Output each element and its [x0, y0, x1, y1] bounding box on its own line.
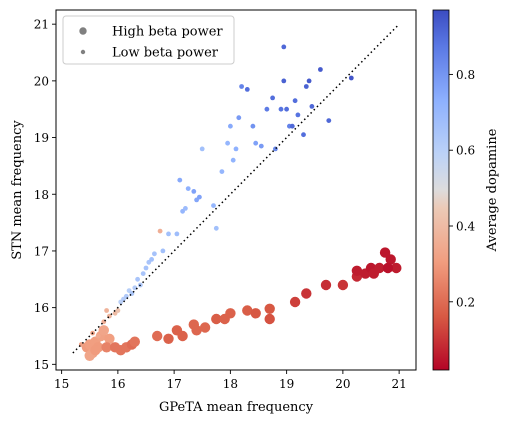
low-beta-point — [175, 232, 180, 237]
y-axis: 15 16 17 18 19 20 21 — [34, 18, 56, 372]
low-beta-point — [96, 334, 101, 339]
colorbar-tick-label: 0.4 — [456, 220, 475, 234]
high-beta-point — [130, 337, 140, 347]
low-beta-point — [239, 84, 244, 89]
colorbar-tick-label: 0.6 — [456, 144, 475, 158]
low-beta-point — [290, 124, 295, 129]
low-beta-point — [220, 169, 225, 174]
x-tick-label: 18 — [223, 377, 238, 391]
low-beta-point — [161, 249, 166, 254]
low-beta-point — [236, 115, 241, 120]
low-beta-point — [326, 118, 331, 123]
low-beta-point — [135, 277, 140, 282]
legend-marker-high — [79, 27, 86, 34]
high-beta-point — [290, 297, 300, 307]
low-beta-point — [144, 266, 149, 271]
x-tick-label: 19 — [279, 377, 294, 391]
high-beta-point — [383, 263, 393, 273]
y-tick-label: 16 — [34, 301, 49, 315]
low-beta-point — [191, 189, 196, 194]
low-beta-point — [279, 107, 284, 112]
low-beta-point — [265, 107, 270, 112]
legend-label-high: High beta power — [112, 25, 223, 40]
low-beta-point — [251, 124, 256, 129]
low-beta-point — [186, 186, 191, 191]
low-beta-point — [310, 104, 315, 109]
high-beta-point — [177, 331, 187, 341]
y-tick-label: 18 — [34, 188, 49, 202]
legend-marker-low — [81, 50, 85, 54]
low-beta-point — [349, 76, 354, 81]
low-beta-point — [318, 67, 323, 72]
low-beta-point — [296, 113, 301, 118]
colorbar-gradient — [433, 10, 449, 370]
low-beta-point — [211, 203, 216, 208]
y-tick-label: 21 — [34, 18, 49, 32]
low-beta-point — [228, 124, 233, 129]
low-beta-point — [281, 45, 286, 50]
low-beta-point — [284, 107, 289, 112]
low-beta-point — [259, 144, 264, 149]
low-beta-point — [245, 87, 250, 92]
low-beta-point — [273, 147, 278, 152]
low-beta-point — [183, 206, 188, 211]
data-points — [79, 45, 402, 361]
high-beta-point — [321, 280, 331, 290]
x-tick-label: 15 — [54, 377, 69, 391]
high-beta-point — [163, 334, 173, 344]
high-beta-point — [265, 304, 275, 314]
y-tick-label: 17 — [34, 244, 49, 258]
low-beta-point — [197, 195, 202, 200]
low-beta-point — [116, 308, 121, 313]
low-beta-point — [304, 84, 309, 89]
low-beta-point — [293, 98, 298, 103]
high-beta-point — [265, 314, 275, 324]
colorbar: 0.2 0.4 0.6 0.8 Average dopamine — [433, 10, 500, 370]
colorbar-tick-label: 0.8 — [456, 68, 475, 82]
x-tick-label: 20 — [335, 377, 350, 391]
low-beta-point — [149, 257, 154, 262]
high-beta-point — [251, 308, 261, 318]
low-beta-point — [141, 271, 146, 276]
high-beta-point — [99, 325, 109, 335]
low-beta-point — [225, 141, 230, 146]
high-beta-point — [200, 322, 210, 332]
y-tick-label: 20 — [34, 74, 49, 88]
low-beta-point — [301, 132, 306, 137]
y-axis-label: STN mean frequency — [10, 120, 25, 260]
legend-label-low: Low beta power — [112, 46, 219, 61]
x-tick-label: 16 — [110, 377, 125, 391]
x-tick-label: 21 — [391, 377, 406, 391]
x-axis: 15 16 17 18 19 20 21 — [54, 370, 407, 391]
low-beta-point — [214, 226, 219, 231]
low-beta-point — [177, 178, 182, 183]
low-beta-point — [231, 158, 236, 163]
colorbar-tick-label: 0.2 — [456, 295, 475, 309]
low-beta-point — [104, 308, 109, 313]
legend: High beta power Low beta power — [63, 16, 234, 64]
low-beta-point — [200, 147, 205, 152]
low-beta-point — [132, 285, 137, 290]
high-beta-point — [90, 345, 100, 355]
low-beta-point — [158, 229, 163, 234]
low-beta-point — [234, 147, 239, 152]
x-tick-label: 17 — [166, 377, 181, 391]
low-beta-point — [270, 96, 275, 101]
low-beta-point — [307, 79, 312, 84]
colorbar-ticks: 0.2 0.4 0.6 0.8 — [449, 68, 475, 309]
high-beta-point — [225, 308, 235, 318]
low-beta-point — [166, 232, 171, 237]
low-beta-point — [152, 251, 157, 256]
low-beta-point — [281, 79, 286, 84]
x-axis-label: GPeTA mean frequency — [159, 400, 314, 415]
y-tick-label: 15 — [34, 358, 49, 372]
y-tick-label: 19 — [34, 131, 49, 145]
high-beta-point — [152, 331, 162, 341]
low-beta-point — [253, 141, 258, 146]
high-beta-point — [301, 288, 311, 298]
high-beta-point — [338, 280, 348, 290]
colorbar-label: Average dopamine — [485, 128, 500, 252]
